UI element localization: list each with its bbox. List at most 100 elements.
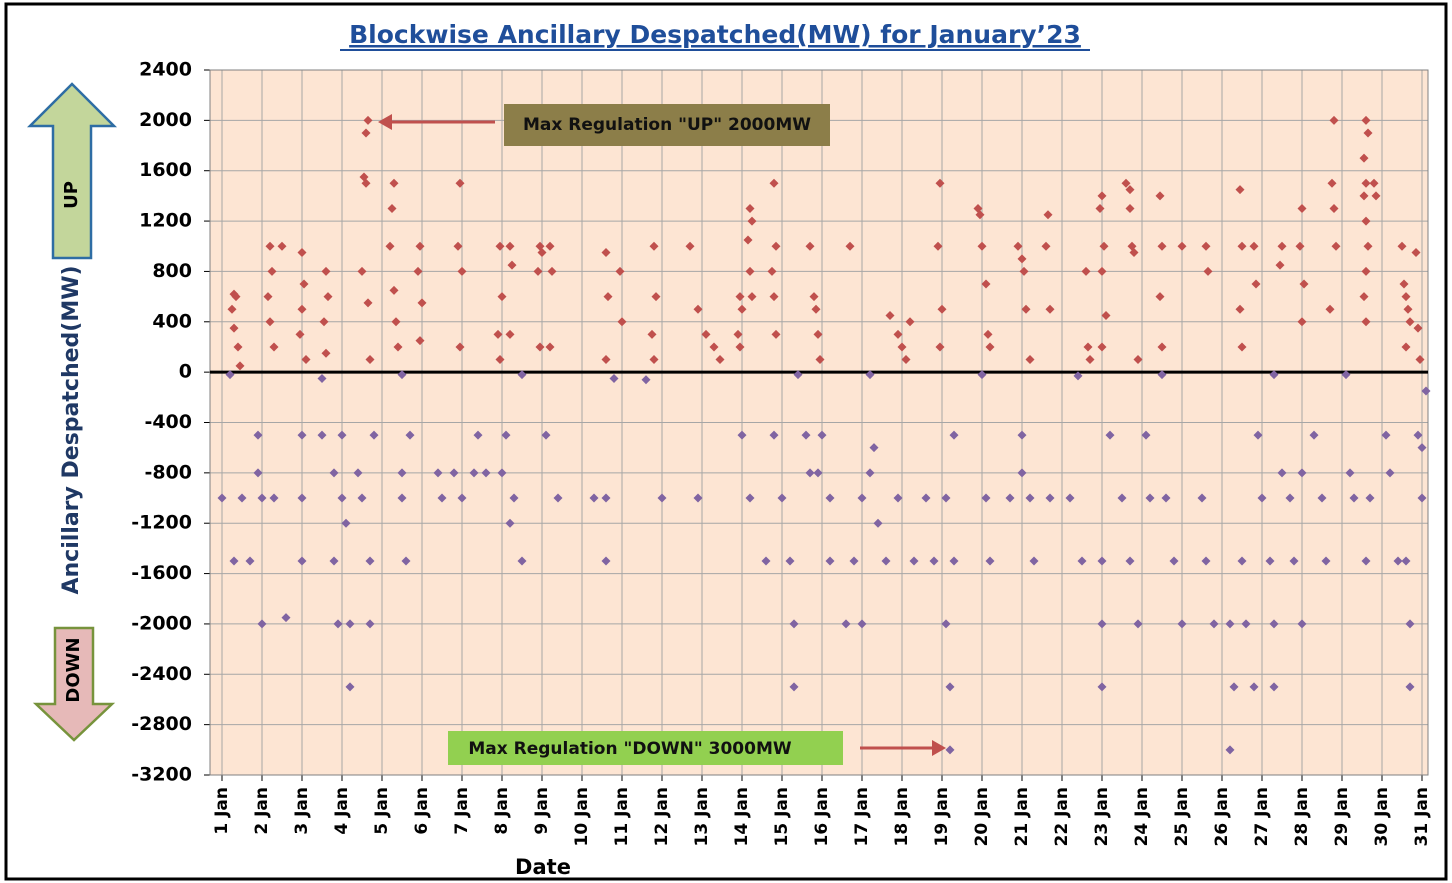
point xyxy=(1041,241,1051,251)
point xyxy=(1327,178,1337,188)
point xyxy=(685,241,695,251)
y-tick-label: 800 xyxy=(152,260,192,282)
point xyxy=(1361,115,1371,125)
point xyxy=(1157,342,1167,352)
annotation: Max Regulation "DOWN" 3000MW xyxy=(468,739,792,759)
point xyxy=(1225,619,1235,629)
point xyxy=(253,468,263,478)
point xyxy=(1017,254,1027,264)
x-tick-label: 2 Jan xyxy=(252,787,272,835)
point xyxy=(389,285,399,295)
point xyxy=(1297,468,1307,478)
point xyxy=(1269,370,1279,380)
x-tick-label: 4 Jan xyxy=(332,787,352,835)
point xyxy=(281,613,291,623)
point xyxy=(693,493,703,503)
point xyxy=(1361,317,1371,327)
point xyxy=(1125,185,1135,195)
point xyxy=(299,279,309,289)
point xyxy=(237,493,247,503)
point xyxy=(813,329,823,339)
point xyxy=(257,493,267,503)
point xyxy=(743,235,753,245)
point xyxy=(297,304,307,314)
x-tick-label: 22 Jan xyxy=(1052,787,1072,846)
point xyxy=(417,298,427,308)
point xyxy=(245,556,255,566)
x-tick-label: 7 Jan xyxy=(452,787,472,835)
point xyxy=(1133,619,1143,629)
y-tick-label: -2800 xyxy=(131,713,192,735)
point xyxy=(601,355,611,365)
point xyxy=(1019,266,1029,276)
point xyxy=(1321,556,1331,566)
point xyxy=(1325,304,1335,314)
point xyxy=(857,493,867,503)
point xyxy=(1021,304,1031,314)
point xyxy=(363,115,373,125)
point xyxy=(809,292,819,302)
point xyxy=(317,373,327,383)
point xyxy=(1295,241,1305,251)
point xyxy=(1277,241,1287,251)
point xyxy=(1235,304,1245,314)
point xyxy=(361,128,371,138)
point xyxy=(1405,682,1415,692)
point xyxy=(393,342,403,352)
point xyxy=(1257,493,1267,503)
point xyxy=(413,266,423,276)
point xyxy=(941,493,951,503)
point xyxy=(457,493,467,503)
point xyxy=(1349,493,1359,503)
point xyxy=(1417,493,1427,503)
point xyxy=(929,556,939,566)
y-tick-label: -1200 xyxy=(131,512,192,534)
point xyxy=(1237,342,1247,352)
point xyxy=(825,493,835,503)
marks xyxy=(217,115,1431,755)
point xyxy=(233,342,243,352)
point xyxy=(391,317,401,327)
point xyxy=(317,430,327,440)
point xyxy=(617,317,627,327)
point xyxy=(1125,203,1135,213)
point xyxy=(1275,260,1285,270)
point xyxy=(389,178,399,188)
point xyxy=(935,342,945,352)
point xyxy=(641,375,651,385)
point xyxy=(735,342,745,352)
point xyxy=(1381,430,1391,440)
point xyxy=(1081,266,1091,276)
point xyxy=(789,619,799,629)
point xyxy=(1341,370,1351,380)
point xyxy=(1029,556,1039,566)
x-tick-label: 3 Jan xyxy=(292,787,312,835)
point xyxy=(747,292,757,302)
point xyxy=(649,355,659,365)
point xyxy=(1317,493,1327,503)
point xyxy=(777,493,787,503)
point xyxy=(1145,493,1155,503)
point xyxy=(949,556,959,566)
point xyxy=(473,430,483,440)
point xyxy=(337,493,347,503)
point xyxy=(1025,355,1035,365)
point xyxy=(1249,241,1259,251)
point xyxy=(1285,493,1295,503)
point xyxy=(949,430,959,440)
point xyxy=(297,430,307,440)
point xyxy=(455,178,465,188)
point xyxy=(601,493,611,503)
point xyxy=(369,430,379,440)
point xyxy=(1077,556,1087,566)
point xyxy=(433,468,443,478)
point xyxy=(1401,342,1411,352)
point xyxy=(533,266,543,276)
point xyxy=(1133,355,1143,365)
point xyxy=(1073,371,1083,381)
point xyxy=(983,329,993,339)
point xyxy=(269,342,279,352)
point xyxy=(1363,241,1373,251)
point xyxy=(737,430,747,440)
point xyxy=(601,556,611,566)
